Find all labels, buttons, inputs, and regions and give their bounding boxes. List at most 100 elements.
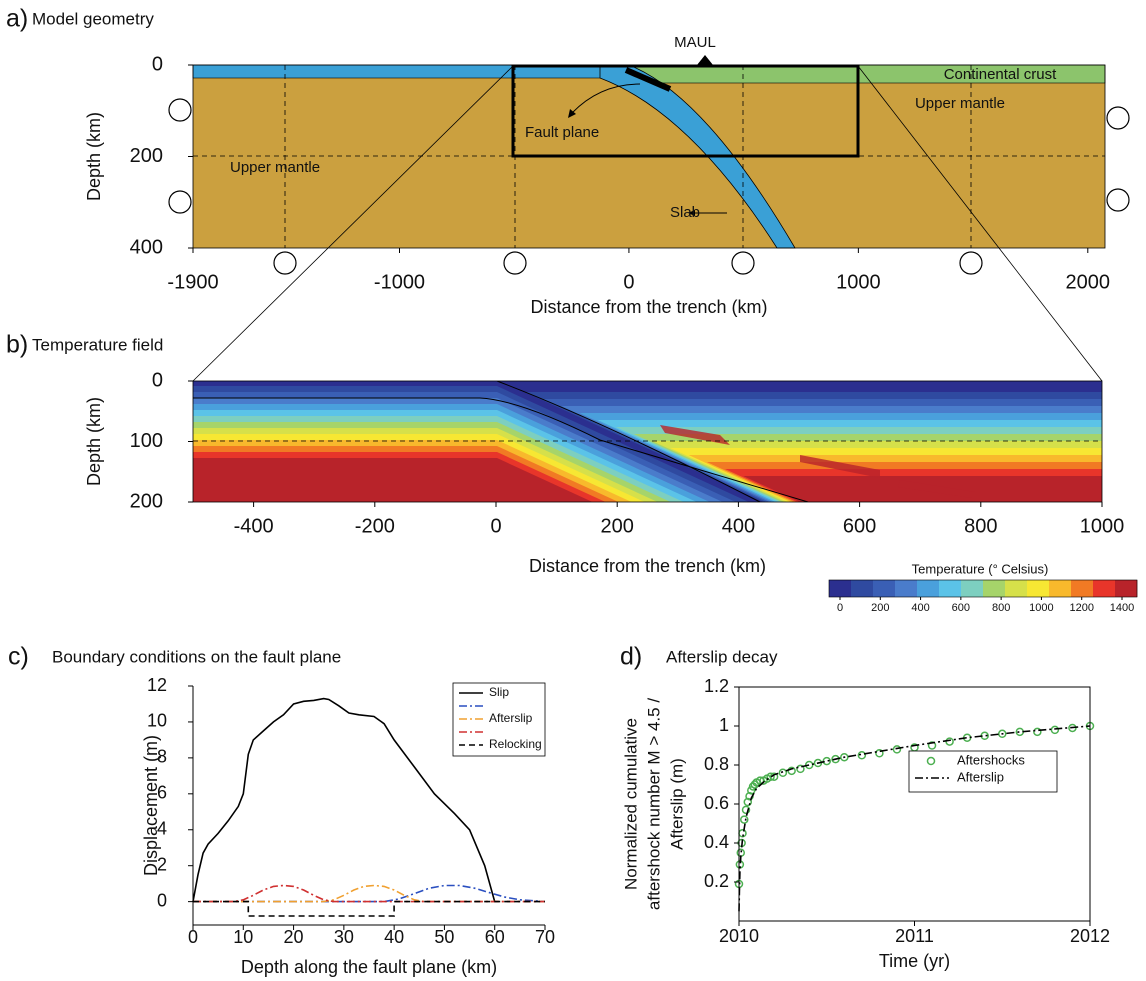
colorbar-tick-label: 200 — [871, 602, 889, 614]
y-tick-label: 0.8 — [704, 754, 729, 774]
series-line — [738, 725, 1091, 912]
aftershock-point — [736, 848, 746, 857]
arrow — [571, 83, 641, 114]
aftershock-point — [927, 741, 937, 750]
y-tick-label: 2 — [157, 854, 167, 874]
y-tick-label: 6 — [157, 783, 167, 803]
x-axis-label: Time (yr) — [879, 951, 950, 971]
y-tick-label: 200 — [130, 145, 163, 167]
aftershock-point — [945, 737, 954, 746]
aftershock-point — [750, 780, 760, 789]
legend-box — [452, 682, 546, 757]
x-axis-label: Depth along the fault plane (km) — [241, 957, 497, 977]
isotherm-band — [193, 381, 1102, 502]
series-line — [193, 884, 545, 903]
y-tick-label: 0 — [157, 890, 167, 910]
series-line — [193, 884, 545, 903]
x-tick-label: 400 — [722, 515, 755, 537]
legend-label: Afterslip — [489, 711, 533, 725]
y-axis-label: Normalized cumulative — [621, 718, 640, 890]
x-tick-label: 20 — [284, 927, 304, 947]
y-tick-label: 200 — [130, 490, 163, 512]
fault — [624, 67, 672, 92]
zoom-line — [192, 65, 514, 382]
legend-marker — [926, 756, 936, 766]
boundary-marker — [1106, 106, 1130, 130]
x-tick-label: 2010 — [719, 926, 759, 946]
x-tick-label: 2011 — [895, 926, 934, 946]
colorbar-tick-label: 800 — [992, 602, 1010, 614]
y-tick-label: 4 — [157, 819, 167, 839]
colorbar-tick-label: 0 — [837, 602, 843, 614]
x-tick-label: -1000 — [374, 271, 425, 293]
annotation: Upper mantle — [230, 159, 320, 176]
y-tick-label: 1.2 — [704, 676, 729, 696]
temperature-field — [193, 381, 1102, 502]
panel-title: Afterslip decay — [666, 647, 778, 666]
colorbar-cell — [1005, 580, 1028, 597]
colorbar-cell — [1115, 580, 1138, 597]
series-line — [193, 900, 545, 917]
colorbar-cell — [873, 580, 896, 597]
colorbar-cell — [939, 580, 962, 597]
y-tick-label: 0.2 — [704, 871, 729, 891]
y-axis-label: Depth (km) — [84, 397, 104, 486]
boundary-marker — [168, 98, 192, 122]
panel-label: b) — [6, 331, 28, 359]
x-tick-label: 0 — [623, 271, 634, 293]
colorbar-tick-label: 400 — [911, 602, 929, 614]
panel-label: a) — [6, 5, 28, 33]
y-tick-label: 0.4 — [704, 832, 729, 852]
y-axis-label: Depth (km) — [84, 112, 104, 201]
colorbar-tick-label: 600 — [952, 602, 970, 614]
zoom-box — [511, 64, 860, 158]
x-tick-label: 2012 — [1070, 926, 1110, 946]
colorbar-cell — [961, 580, 984, 597]
hot-streak — [898, 480, 975, 498]
series-line — [193, 884, 546, 903]
frame — [738, 686, 1091, 922]
y-tick-label: 10 — [147, 711, 167, 731]
x-tick-label: 2000 — [1066, 271, 1111, 293]
colorbar-cell — [1027, 580, 1050, 597]
aftershock-point — [998, 729, 1007, 739]
y-axis-label: aftershock number M > 4.5 / — [644, 698, 663, 910]
colorbar-label: Temperature (° Celsius) — [912, 561, 1049, 576]
x-tick-label: 0 — [490, 515, 501, 537]
x-tick-label: 800 — [964, 515, 997, 537]
panel-label: c) — [8, 643, 29, 671]
series-line — [192, 697, 496, 902]
y-tick-label: 1 — [719, 715, 729, 735]
y-axis-label: Afterslip (m) — [667, 758, 686, 850]
legend-label: Afterslip — [957, 769, 1004, 784]
slab-line — [496, 381, 761, 502]
aftershock-point — [857, 751, 867, 760]
aftershock-point — [769, 772, 779, 781]
x-tick-label: 600 — [843, 515, 876, 537]
field-layers — [193, 381, 1102, 502]
plate-line — [193, 397, 809, 502]
colorbar-tick-label: 1400 — [1110, 602, 1134, 614]
aftershock-point — [840, 752, 849, 762]
aftershock-point — [1050, 725, 1060, 735]
hot-streak — [660, 425, 730, 445]
colorbar-cell — [1071, 580, 1094, 597]
annotation: Slab — [670, 204, 700, 221]
colorbar-cell — [829, 580, 852, 597]
colorbar-cell — [895, 580, 918, 597]
x-axis-label: Distance from the trench (km) — [530, 297, 767, 317]
aftershock-point — [1015, 727, 1025, 737]
aftershock-point — [778, 768, 788, 778]
x-tick-label: 70 — [535, 927, 555, 947]
x-tick-label: -1900 — [167, 271, 218, 293]
legend-label: Relocking — [489, 737, 542, 751]
isotherm-band — [193, 381, 1102, 502]
arrow-head — [688, 210, 695, 216]
legend-label: Aftershocks — [957, 752, 1025, 767]
colorbar-tick-label: 1000 — [1029, 602, 1053, 614]
y-tick-label: 0 — [152, 369, 163, 391]
arrow-head — [568, 109, 576, 118]
x-tick-label: -200 — [355, 515, 395, 537]
aftershock-point — [892, 745, 902, 754]
